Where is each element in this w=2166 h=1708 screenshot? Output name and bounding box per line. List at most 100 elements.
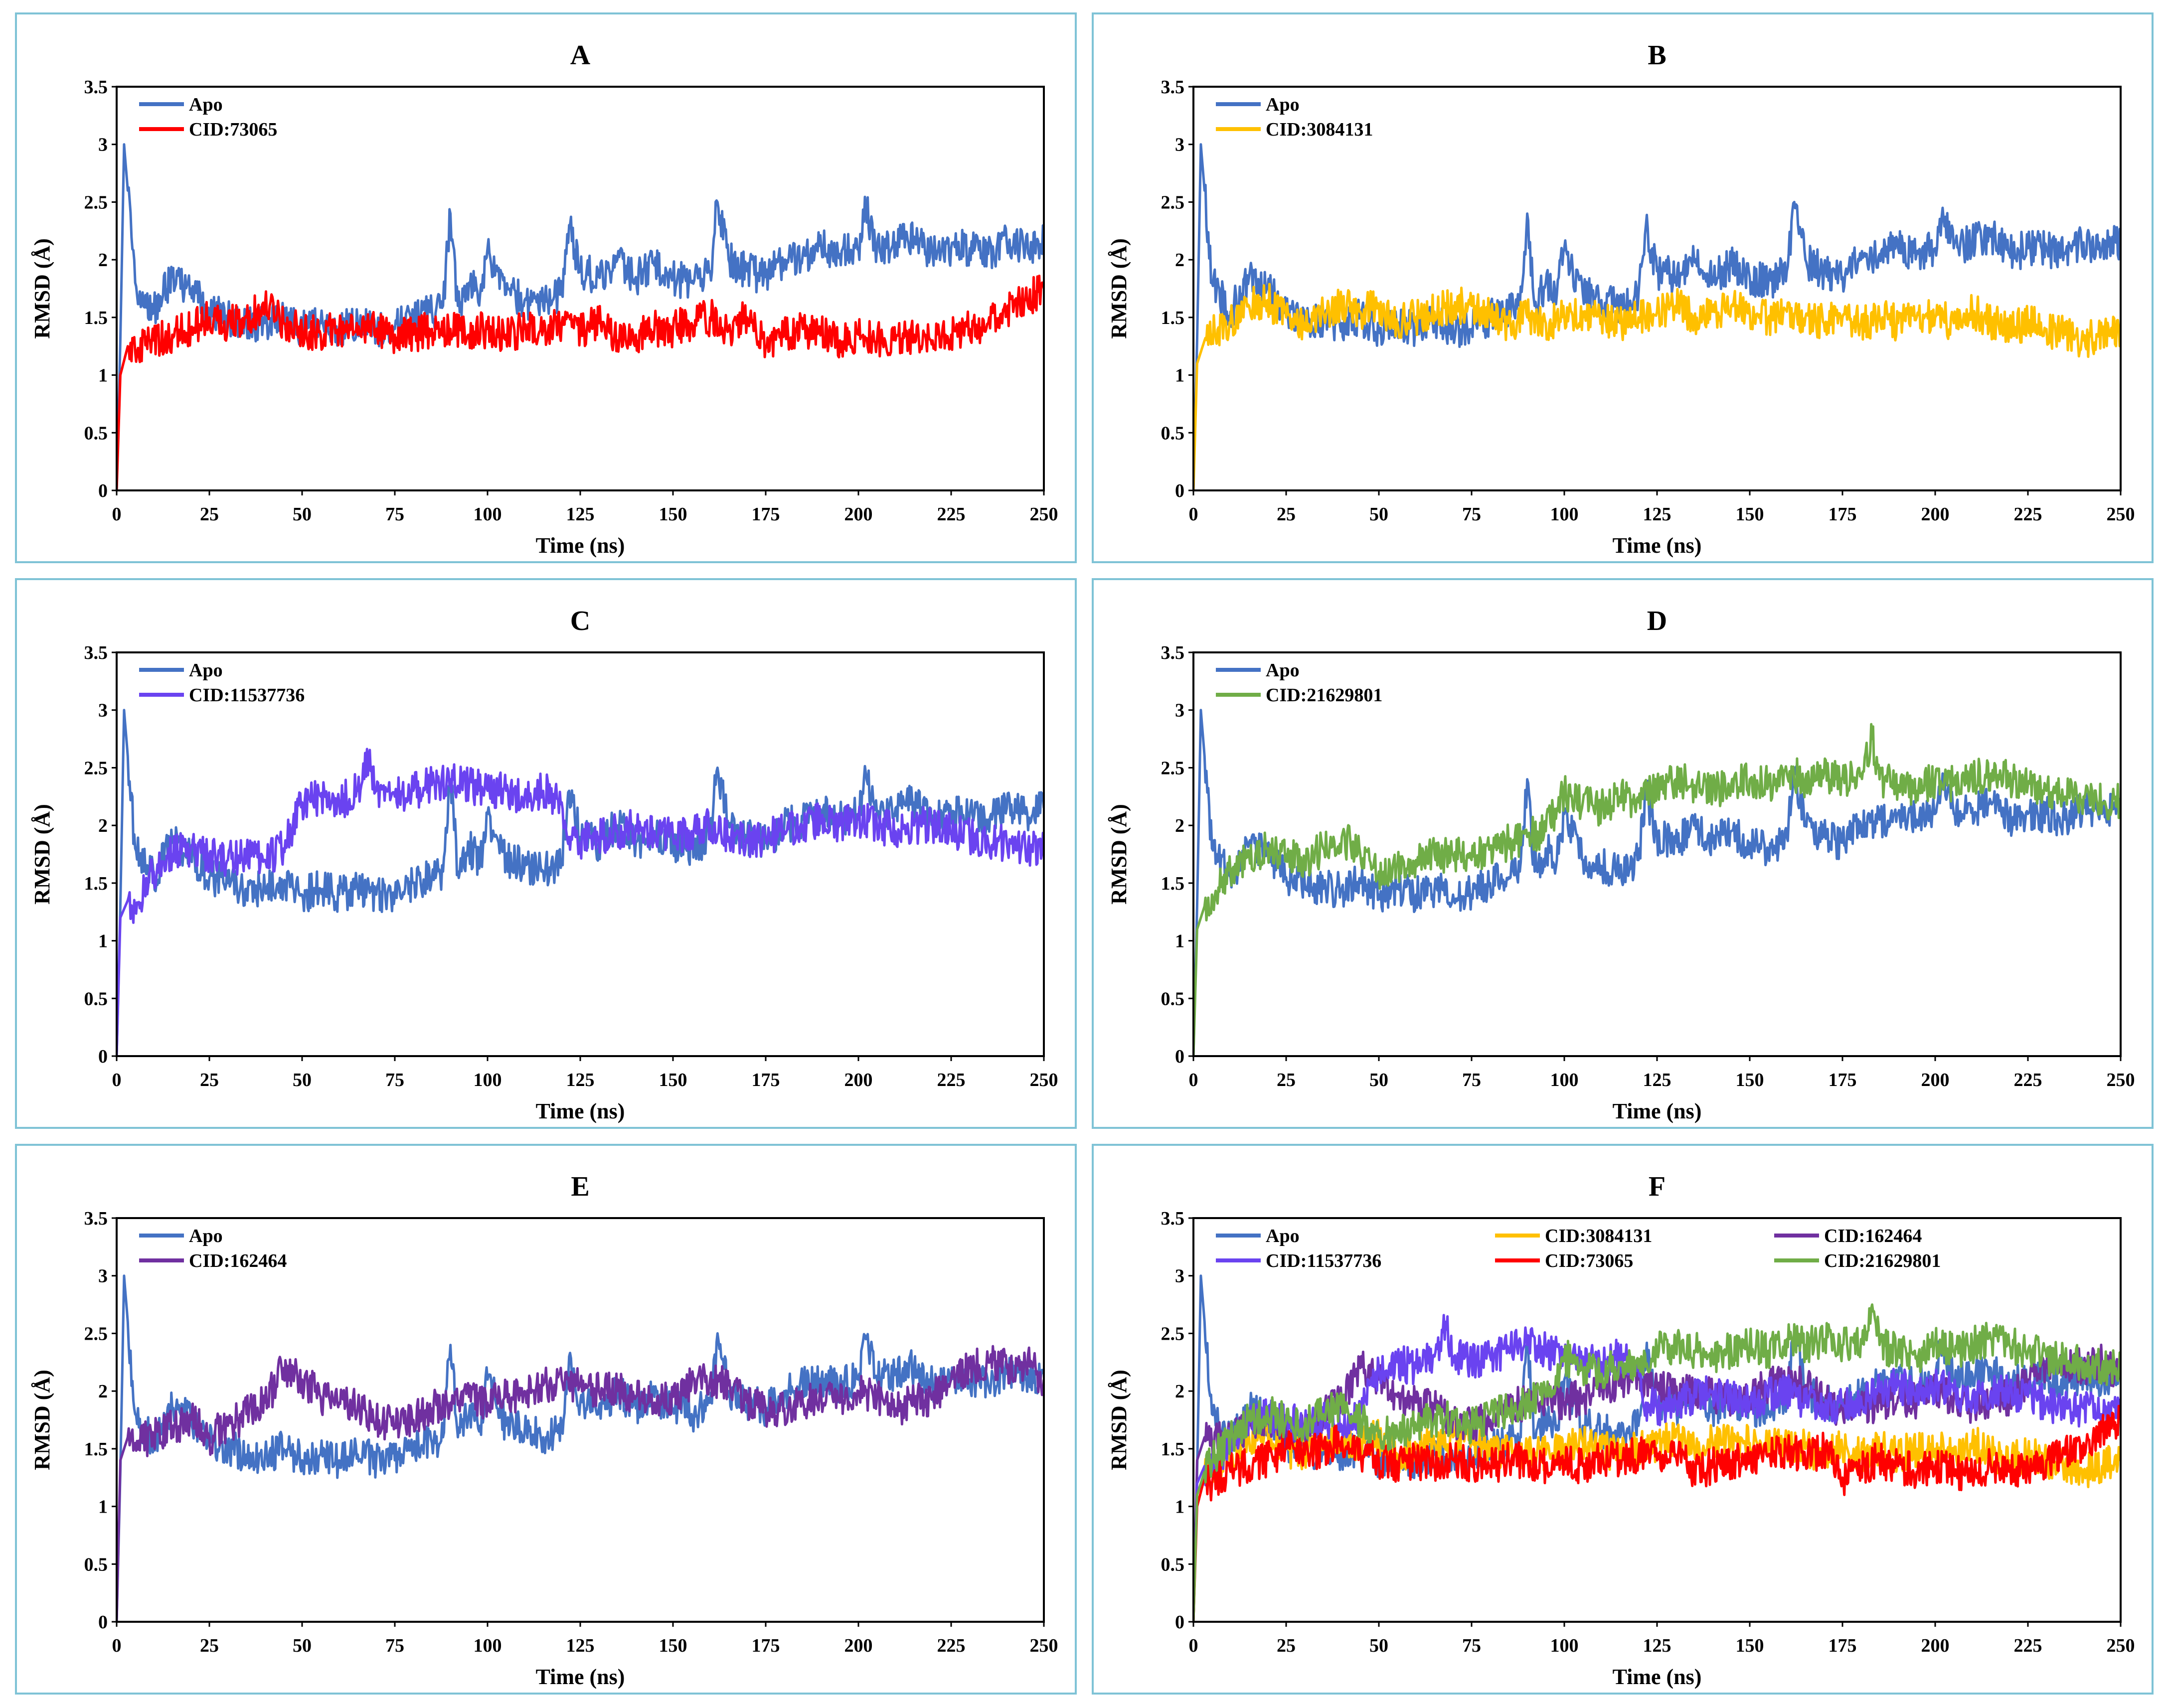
x-tick-label: 150 (1736, 1070, 1764, 1090)
y-tick-label: 0.5 (84, 423, 108, 444)
y-tick-label: 1 (1175, 931, 1184, 952)
y-tick-label: 3.5 (84, 1208, 108, 1229)
y-tick-label: 2 (98, 815, 108, 836)
x-tick-label: 250 (1030, 1635, 1058, 1656)
x-tick-label: 175 (752, 1635, 780, 1656)
chart-b: B 0 0.5 1 1.5 2 2.5 3 3.5 0 25 50 75 100 125 150 175 200 2… (1107, 40, 2135, 558)
plot-frame (1192, 1217, 2122, 1623)
y-tick-label: 2 (98, 250, 108, 271)
y-tick-label: 1.5 (1161, 1439, 1185, 1460)
y-tick-label: 0.5 (1161, 988, 1185, 1009)
x-tick-label: 200 (1921, 504, 1950, 525)
y-tick-label: 0.5 (84, 1554, 108, 1575)
y-tick-label: 1.5 (1161, 873, 1185, 894)
y-tick-label: 2.5 (84, 1323, 108, 1344)
legend-label-cid-3084131: CID:3084131 (1545, 1226, 1652, 1246)
x-tick-label: 25 (1277, 1070, 1296, 1090)
x-tick-label: 150 (1736, 1635, 1764, 1656)
x-axis-label: Time (ns) (536, 533, 625, 558)
x-tick-label: 125 (1643, 1635, 1671, 1656)
x-tick-label: 200 (844, 1070, 873, 1090)
y-tick-label: 0 (1175, 1046, 1184, 1067)
x-tick-label: 0 (1189, 504, 1198, 525)
legend-label-apo: Apo (1266, 94, 1300, 115)
legend-label-cid-11537736: CID:11537736 (1266, 1250, 1381, 1271)
x-tick-label: 125 (1643, 1070, 1671, 1090)
x-tick-label: 100 (474, 1635, 502, 1656)
y-tick-label: 2 (1175, 1381, 1184, 1402)
y-tick-label: 3 (98, 135, 108, 155)
x-tick-label: 0 (112, 1635, 122, 1656)
x-tick-label: 250 (2107, 504, 2135, 525)
x-tick-label: 225 (2014, 1070, 2042, 1090)
x-tick-label: 25 (200, 1070, 219, 1090)
y-tick-label: 3 (1175, 1266, 1184, 1287)
y-tick-label: 0.5 (1161, 423, 1185, 444)
y-axis-label: RMSD (Å) (30, 804, 54, 905)
plot-frame (1192, 651, 2122, 1057)
series-line-cid-21629801 (1193, 723, 2121, 1056)
y-tick-label: 2.5 (1161, 758, 1185, 778)
chart-title: C (570, 606, 590, 636)
x-tick-label: 25 (200, 504, 219, 525)
x-tick-label: 200 (844, 504, 873, 525)
chart-title: E (571, 1171, 589, 1202)
legend-label-cid-162464: CID:162464 (1824, 1226, 1922, 1246)
x-tick-label: 125 (1643, 504, 1671, 525)
x-tick-label: 250 (2107, 1070, 2135, 1090)
x-tick-label: 250 (1030, 1070, 1058, 1090)
chart-panel-f: F 0 0.5 1 1.5 2 2.5 3 3.5 0 25 50 75 100 125 150 175 200 2… (1092, 1144, 2154, 1695)
chart-d: D 0 0.5 1 1.5 2 2.5 3 3.5 0 25 50 75 100 125 150 175 200 2… (1107, 606, 2135, 1123)
y-tick-label: 3.5 (1161, 77, 1185, 98)
x-tick-label: 0 (1189, 1070, 1198, 1090)
chart-title: F (1649, 1171, 1666, 1202)
x-tick-label: 50 (293, 504, 312, 525)
series-line-apo (1193, 143, 2121, 490)
series-line-cid-3084131 (1193, 283, 2121, 490)
x-tick-label: 50 (1369, 1635, 1388, 1656)
x-tick-label: 175 (1829, 1635, 1857, 1656)
series-line-cid-21629801 (1193, 1303, 2121, 1622)
x-tick-label: 25 (200, 1635, 219, 1656)
x-tick-label: 200 (1921, 1070, 1950, 1090)
x-tick-label: 225 (937, 1635, 966, 1656)
plot-frame (116, 86, 1045, 491)
x-tick-label: 175 (1829, 1070, 1857, 1090)
x-tick-label: 125 (566, 1070, 595, 1090)
series-line-apo (117, 1274, 1044, 1622)
x-tick-label: 50 (293, 1070, 312, 1090)
legend-label-cid-3084131: CID:3084131 (1266, 119, 1373, 140)
y-tick-label: 3.5 (1161, 1208, 1185, 1229)
y-tick-label: 3.5 (84, 642, 108, 663)
x-tick-label: 75 (385, 504, 404, 525)
chart-panel-d: D 0 0.5 1 1.5 2 2.5 3 3.5 0 25 50 75 100 125 150 175 200 2… (1092, 578, 2154, 1129)
chart-f: F 0 0.5 1 1.5 2 2.5 3 3.5 0 25 50 75 100 125 150 175 200 2… (1107, 1171, 2135, 1689)
x-tick-label: 150 (659, 1635, 687, 1656)
y-tick-label: 3.5 (1161, 642, 1185, 663)
chart-c: C 0 0.5 1 1.5 2 2.5 3 3.5 0 25 50 75 100 125 150 175 200 2… (30, 606, 1058, 1123)
series-line-cid-162464 (117, 1345, 1044, 1622)
legend-label-cid-162464: CID:162464 (189, 1250, 287, 1271)
series-line-cid-73065 (1193, 1404, 2121, 1622)
series-line-cid-73065 (117, 275, 1044, 490)
x-tick-label: 150 (659, 1070, 687, 1090)
x-axis-label: Time (ns) (1613, 533, 1702, 558)
x-tick-label: 0 (1189, 1635, 1198, 1656)
y-tick-label: 3.5 (84, 77, 108, 98)
y-tick-label: 1.5 (84, 1439, 108, 1460)
x-tick-label: 125 (566, 504, 595, 525)
series-line-cid-11537736 (117, 748, 1044, 1056)
y-tick-label: 0 (1175, 480, 1184, 501)
y-tick-label: 2.5 (84, 192, 108, 213)
plot-frame (116, 651, 1045, 1057)
legend-label-apo: Apo (1266, 1226, 1300, 1246)
legend-label-cid-73065: CID:73065 (189, 119, 277, 140)
y-tick-label: 2.5 (1161, 192, 1185, 213)
x-tick-label: 225 (937, 504, 966, 525)
y-tick-label: 0 (98, 1046, 108, 1067)
y-axis-label: RMSD (Å) (1107, 238, 1131, 339)
y-axis-label: RMSD (Å) (1107, 1370, 1131, 1470)
series-line-apo (1193, 709, 2121, 1056)
y-tick-label: 1 (98, 1497, 108, 1518)
legend-label-apo: Apo (1266, 660, 1300, 681)
